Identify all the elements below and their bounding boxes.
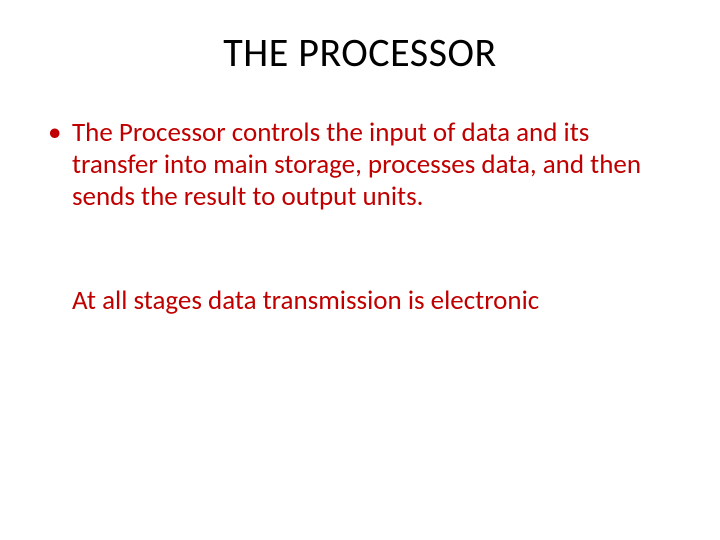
bullet-list: The Processor controls the input of data… (44, 117, 680, 213)
body-continuation: At all stages data transmission is elect… (44, 285, 680, 317)
slide-body: The Processor controls the input of data… (40, 117, 680, 316)
bullet-item: The Processor controls the input of data… (44, 117, 680, 213)
slide: THE PROCESSOR The Processor controls the… (0, 0, 720, 540)
slide-title: THE PROCESSOR (40, 28, 680, 77)
